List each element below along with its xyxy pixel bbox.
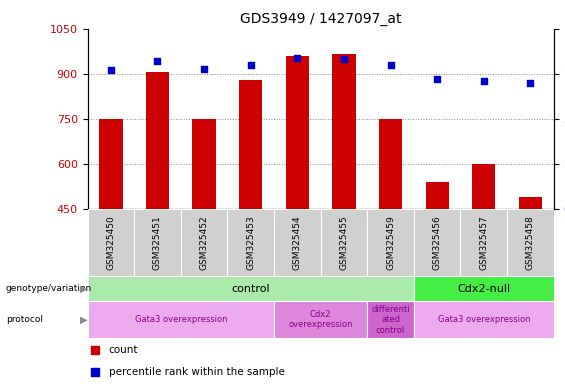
Point — [199, 65, 208, 71]
Bar — [460, 209, 507, 276]
Bar — [367, 209, 414, 276]
Bar — [321, 209, 367, 276]
Bar — [414, 276, 554, 301]
Text: differenti
ated
control: differenti ated control — [371, 305, 410, 334]
Bar — [425, 182, 449, 209]
Text: GSM325459: GSM325459 — [386, 215, 395, 270]
Point — [246, 62, 255, 68]
Bar — [507, 209, 554, 276]
Bar — [472, 164, 496, 209]
Text: GSM325450: GSM325450 — [106, 215, 115, 270]
Bar — [286, 56, 309, 209]
Bar — [88, 209, 134, 276]
Point — [153, 58, 162, 65]
Bar — [274, 209, 321, 276]
Text: GSM325451: GSM325451 — [153, 215, 162, 270]
Bar — [181, 209, 227, 276]
Bar — [332, 55, 355, 209]
Bar — [88, 301, 274, 338]
Point — [293, 55, 302, 61]
Text: protocol: protocol — [6, 315, 42, 324]
Text: GSM325455: GSM325455 — [340, 215, 349, 270]
Text: control: control — [232, 284, 270, 294]
Text: Gata3 overexpression: Gata3 overexpression — [134, 315, 227, 324]
Text: GSM325456: GSM325456 — [433, 215, 442, 270]
Text: GSM325458: GSM325458 — [526, 215, 535, 270]
Text: Gata3 overexpression: Gata3 overexpression — [437, 315, 530, 324]
Point — [386, 62, 395, 68]
Text: GSM325457: GSM325457 — [479, 215, 488, 270]
Bar — [414, 301, 554, 338]
Point — [526, 80, 535, 86]
Text: ▶: ▶ — [80, 314, 88, 325]
Point — [106, 67, 115, 73]
Bar — [88, 276, 414, 301]
Point — [90, 347, 99, 353]
Bar — [379, 119, 402, 209]
Text: Cdx2
overexpression: Cdx2 overexpression — [288, 310, 353, 329]
Text: Cdx2-null: Cdx2-null — [457, 284, 510, 294]
Text: percentile rank within the sample: percentile rank within the sample — [108, 367, 284, 377]
Point — [479, 78, 488, 84]
Point — [433, 76, 442, 83]
Title: GDS3949 / 1427097_at: GDS3949 / 1427097_at — [240, 12, 401, 26]
Bar — [134, 209, 181, 276]
Bar — [519, 197, 542, 209]
Bar — [193, 119, 216, 209]
Text: GSM325453: GSM325453 — [246, 215, 255, 270]
Bar — [274, 301, 367, 338]
Bar — [227, 209, 274, 276]
Text: count: count — [108, 345, 138, 355]
Bar — [146, 73, 169, 209]
Bar — [367, 301, 414, 338]
Point — [90, 369, 99, 376]
Text: GSM325454: GSM325454 — [293, 215, 302, 270]
Text: ▶: ▶ — [80, 284, 88, 294]
Bar — [239, 80, 262, 209]
Text: genotype/variation: genotype/variation — [6, 285, 92, 293]
Bar — [99, 119, 123, 209]
Bar — [414, 209, 460, 276]
Text: GSM325452: GSM325452 — [199, 215, 208, 270]
Point — [340, 56, 349, 63]
